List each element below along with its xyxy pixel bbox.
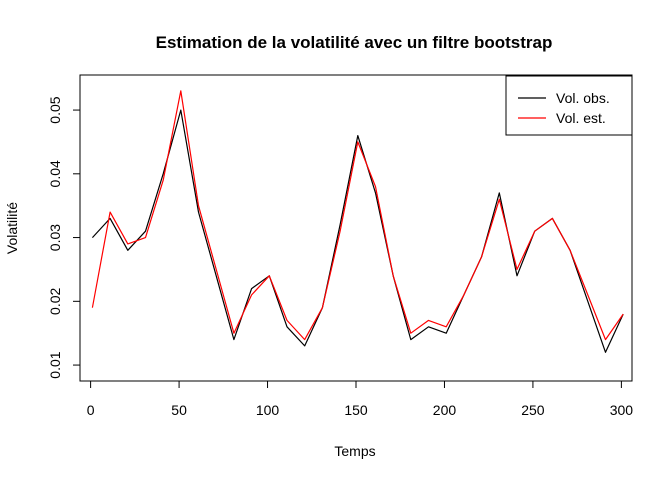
y-tick-label: 0.01: [47, 351, 63, 378]
y-tick-label: 0.05: [47, 96, 63, 123]
y-tick-label: 0.04: [47, 160, 63, 187]
chart-title: Estimation de la volatilité avec un filt…: [156, 33, 553, 52]
series-line-observed: [91, 109, 624, 353]
series-line-estimated: [91, 90, 624, 341]
x-axis-label: Temps: [334, 443, 375, 459]
x-tick-label: 200: [433, 402, 457, 418]
x-axis: 0 50 100 150 200 250 300: [87, 380, 634, 418]
y-axis-label: Volatilité: [4, 202, 20, 254]
x-tick-label: 150: [344, 402, 368, 418]
y-axis: 0.01 0.02 0.03 0.04 0.05: [47, 96, 81, 379]
x-tick-label: 250: [521, 402, 545, 418]
legend: Vol. obs. Vol. est.: [505, 75, 633, 136]
legend-label-est: Vol. est.: [556, 110, 606, 126]
y-tick-label: 0.02: [47, 287, 63, 314]
x-tick-label: 300: [610, 402, 634, 418]
legend-box: [505, 75, 633, 136]
x-tick-label: 0: [87, 402, 95, 418]
x-tick-label: 100: [256, 402, 280, 418]
legend-label-obs: Vol. obs.: [556, 90, 610, 106]
y-tick-label: 0.03: [47, 224, 63, 251]
series-layer: [91, 90, 624, 353]
x-tick-label: 50: [171, 402, 187, 418]
